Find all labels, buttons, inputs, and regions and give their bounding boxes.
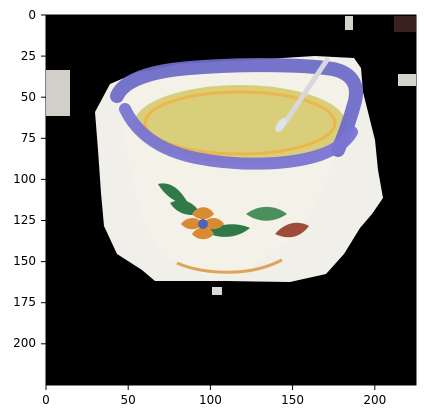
top-patch-2 bbox=[394, 16, 416, 32]
y-tick-label-200: 200 bbox=[13, 336, 36, 350]
x-tick-label-50: 50 bbox=[121, 393, 136, 407]
top-patch-1 bbox=[345, 16, 353, 30]
y-tick-label-50: 50 bbox=[21, 90, 36, 104]
right-patch bbox=[398, 74, 416, 86]
flower-petal-left bbox=[181, 218, 203, 230]
x-tick-label-0: 0 bbox=[42, 393, 50, 407]
leaf-left-2 bbox=[170, 200, 201, 216]
flower-petal-bottom bbox=[192, 227, 214, 240]
cup-rim bbox=[110, 58, 363, 157]
x-tick-label-150: 150 bbox=[281, 393, 304, 407]
soup-rim-highlight bbox=[143, 90, 337, 156]
y-tick-label-25: 25 bbox=[21, 49, 36, 63]
cup-inner-rim bbox=[119, 103, 358, 170]
y-axis: 0 25 50 75 100 125 150 175 200 bbox=[13, 8, 46, 350]
leaf-right-2 bbox=[246, 206, 287, 221]
cup-bottom-band bbox=[176, 258, 283, 274]
y-tick-label-100: 100 bbox=[13, 172, 36, 186]
y-tick-label-125: 125 bbox=[13, 213, 36, 227]
spoon-bowl bbox=[275, 118, 287, 132]
spoon-handle bbox=[281, 57, 330, 127]
y-tick-label-0: 0 bbox=[28, 8, 36, 22]
y-tick-label-175: 175 bbox=[13, 295, 36, 309]
leaf-red bbox=[275, 222, 309, 238]
y-tick-label-150: 150 bbox=[13, 254, 36, 268]
axes-frame bbox=[45, 14, 417, 386]
flower-petal-top bbox=[192, 207, 214, 220]
soup bbox=[134, 85, 346, 163]
flower-petal-right bbox=[202, 218, 224, 230]
bottom-patch bbox=[212, 287, 222, 295]
x-tick-label-100: 100 bbox=[199, 393, 222, 407]
leaf-left-1 bbox=[158, 183, 189, 205]
left-patch bbox=[46, 70, 70, 116]
flower-center bbox=[198, 219, 208, 229]
x-axis: 0 50 100 150 200 bbox=[42, 385, 386, 407]
x-tick-label-200: 200 bbox=[363, 393, 386, 407]
y-tick-label-75: 75 bbox=[21, 131, 36, 145]
